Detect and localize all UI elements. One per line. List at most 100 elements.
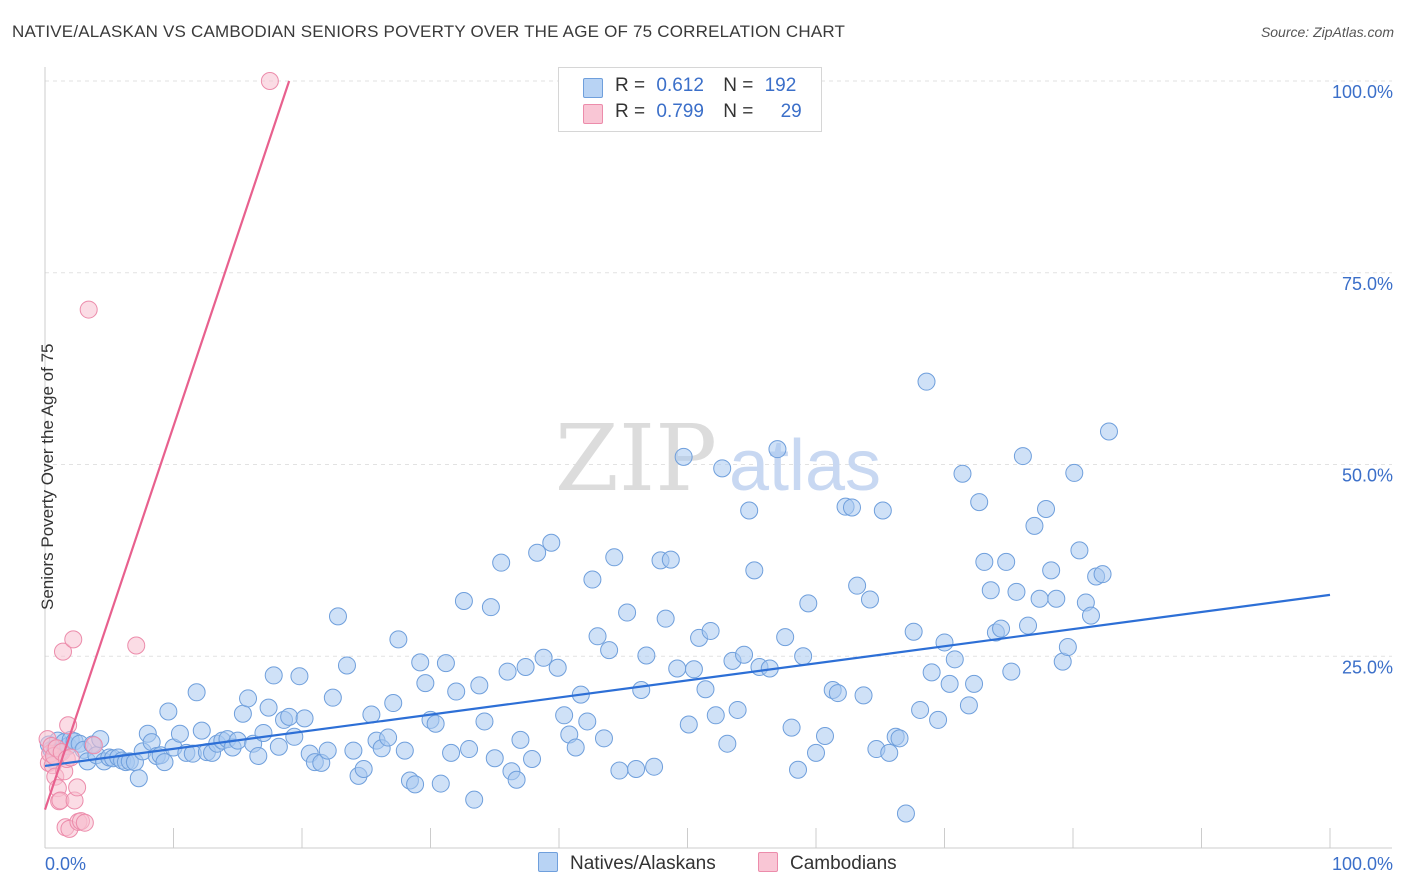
watermark-atlas: atlas — [729, 426, 881, 506]
natives-point — [475, 712, 494, 731]
natives-point — [379, 728, 398, 747]
natives-point — [661, 550, 680, 569]
cambodians-point — [68, 778, 87, 797]
natives-point — [935, 633, 954, 652]
natives-point — [170, 724, 189, 743]
axes — [44, 67, 1392, 849]
bottom-legend-natives: Natives/Alaskans — [538, 852, 716, 875]
cambodians-point — [260, 72, 279, 90]
natives-point — [362, 705, 381, 724]
tick-labels: 25.0% 50.0% 75.0% 100.0% 0.0% 100.0% — [45, 82, 1393, 874]
natives-point — [511, 730, 530, 749]
trend-lines — [43, 80, 1331, 810]
y-axis-label: Seniors Poverty Over the Age of 75 — [38, 343, 57, 610]
bottom-natives-label: Natives/Alaskans — [570, 853, 716, 874]
natives-point — [254, 723, 273, 742]
natives-point — [873, 501, 892, 520]
watermark-zip: ZIP — [555, 405, 717, 512]
natives-point — [1013, 447, 1032, 466]
natives-point — [406, 775, 425, 794]
natives-n-label: N = — [723, 75, 754, 96]
natives-point — [807, 743, 825, 762]
natives-point — [395, 741, 414, 760]
natives-point — [632, 680, 651, 699]
cambodians-r-value: 0.799 — [656, 101, 704, 122]
natives-point — [674, 447, 693, 466]
natives-point — [848, 576, 867, 595]
natives-point — [594, 729, 613, 748]
bottom-legend-cambodians: Cambodians — [758, 852, 897, 875]
cambodians-n-value: 29 — [780, 101, 802, 122]
grid-lines — [45, 80, 1392, 657]
natives-point — [922, 663, 941, 682]
natives-point — [323, 688, 342, 707]
natives-point — [426, 714, 445, 733]
natives-point — [696, 680, 715, 699]
natives-point — [259, 698, 278, 717]
natives-point — [854, 686, 873, 705]
natives-point — [1025, 516, 1044, 535]
natives-point — [481, 598, 500, 617]
source-label: Source: ZipAtlas.com — [1260, 24, 1394, 40]
natives-point — [507, 770, 526, 789]
natives-point — [534, 648, 553, 667]
natives-point — [1019, 616, 1038, 635]
natives-point — [896, 804, 915, 823]
natives-point — [679, 715, 698, 734]
natives-point — [745, 561, 764, 580]
natives-point — [1065, 463, 1084, 482]
natives-point — [1099, 422, 1118, 441]
natives-point — [1007, 582, 1026, 601]
natives-point — [842, 498, 861, 517]
natives-r-label: R = — [615, 75, 646, 96]
correlation-legend: R = 0.612 N = 192 R = 0.799 N = 29 — [558, 67, 822, 132]
natives-point — [566, 738, 585, 757]
natives-point — [460, 740, 479, 759]
natives-point — [860, 590, 879, 609]
bottom-natives-swatch — [538, 852, 558, 872]
natives-point — [828, 684, 847, 703]
natives-point — [187, 683, 206, 702]
natives-point — [735, 645, 754, 664]
natives-point — [740, 501, 759, 520]
natives-point — [1047, 589, 1066, 608]
natives-point — [965, 674, 984, 693]
natives-point — [953, 464, 972, 483]
natives-point — [129, 769, 148, 788]
natives-point — [684, 660, 703, 679]
natives-point — [588, 627, 607, 646]
natives-point — [442, 743, 461, 762]
natives-point — [542, 533, 561, 552]
natives-point — [1093, 565, 1112, 584]
chart-title: NATIVE/ALASKAN VS CAMBODIAN SENIORS POVE… — [12, 22, 846, 41]
natives-point — [249, 746, 268, 765]
natives-point — [815, 727, 834, 746]
natives-point — [600, 641, 619, 660]
cambodians-point — [84, 736, 103, 755]
natives-point — [523, 750, 542, 769]
natives-point — [465, 790, 484, 809]
natives-point — [485, 749, 504, 768]
natives-trend-line — [44, 593, 1331, 768]
cambodians-swatch — [583, 104, 603, 124]
natives-point — [411, 653, 430, 672]
cambodians-point — [53, 642, 72, 661]
natives-point — [454, 592, 473, 611]
natives-point — [264, 666, 283, 685]
y-tick-label: 25.0% — [1342, 657, 1393, 677]
natives-point — [945, 650, 964, 669]
natives-point — [492, 553, 511, 572]
y-tick-label: 50.0% — [1342, 466, 1393, 486]
natives-point — [605, 548, 624, 567]
natives-point — [645, 757, 664, 776]
natives-point — [436, 654, 455, 673]
natives-swatch — [583, 78, 603, 98]
natives-point — [389, 630, 408, 649]
natives-point — [637, 646, 656, 665]
natives-point — [701, 621, 720, 640]
natives-point — [384, 694, 403, 713]
natives-point — [718, 734, 737, 753]
natives-point — [328, 607, 347, 626]
cambodians-trend-line — [43, 80, 291, 810]
